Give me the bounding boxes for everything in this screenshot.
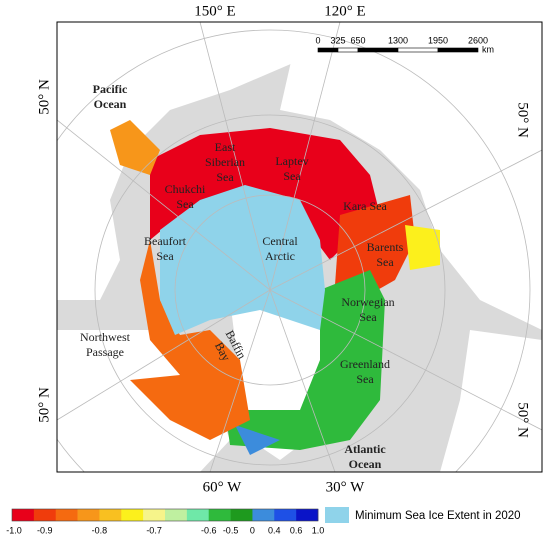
- anomaly-green: [225, 270, 385, 450]
- region-label-line: Central: [262, 234, 298, 248]
- anomaly-red-orange: [335, 195, 415, 300]
- land-europe: [440, 330, 542, 472]
- region-label-line: Kara Sea: [343, 199, 387, 213]
- region-label-line: Passage: [86, 345, 124, 359]
- map-frame: [56, 21, 543, 473]
- ice-swatch: [325, 507, 349, 523]
- region-label: Greenland Sea: [340, 357, 390, 386]
- colorbar-cell: [77, 509, 100, 521]
- region-label-line: Sea: [283, 169, 301, 183]
- labels: 150° E 120° E 60° W 30° W 50° N 50° N 50° N 50°…: [6, 3, 530, 535]
- region-label-line: Siberian: [205, 155, 245, 169]
- region-label-line: East: [215, 140, 236, 154]
- region-label-line: Greenland: [340, 357, 390, 371]
- colorbar-tick-label: -1.0: [6, 525, 22, 535]
- region-label: Kara Sea: [343, 199, 387, 213]
- colorbar-tick-label: 0.4: [268, 525, 281, 535]
- region-label: Pacific Ocean: [93, 82, 128, 111]
- region-label-line: Northwest: [80, 330, 131, 344]
- region-label-line: Ocean: [349, 457, 382, 471]
- colorbar-cell: [55, 509, 78, 521]
- graticule-label: 150° E: [194, 3, 235, 19]
- region-label-line: Chukchi: [165, 182, 206, 196]
- region-label: Chukchi Sea: [165, 182, 206, 211]
- region-label: Northwest Passage: [80, 330, 131, 359]
- region-label-line: Laptev: [275, 154, 308, 168]
- land-north-america: [57, 22, 340, 300]
- graticule-label: 50° N: [36, 387, 52, 423]
- ice-legend-label: Minimum Sea Ice Extent in 2020: [355, 510, 521, 522]
- scale-label: 650: [350, 35, 365, 45]
- region-label-line: Sea: [376, 255, 394, 269]
- scale-label: 325: [330, 35, 345, 45]
- colorbar-tick-label: -0.9: [37, 525, 53, 535]
- colorbar-tick-label: -0.7: [146, 525, 162, 535]
- colorbar-cell: [252, 509, 275, 521]
- region-label-line: Ocean: [94, 97, 127, 111]
- region-label-line: Atlantic: [344, 442, 386, 456]
- scale-segment: [337, 47, 359, 53]
- scale-segment: [437, 47, 479, 53]
- region-label-line: Beaufort: [144, 234, 187, 248]
- region-label: Laptev Sea: [275, 154, 308, 183]
- colorbar-cell: [143, 509, 166, 521]
- colorbar-cell: [274, 509, 297, 521]
- land-eurasia: [280, 22, 542, 330]
- anomaly-orange-west: [130, 240, 250, 440]
- scale-segment: [397, 47, 439, 53]
- scale-segment: [317, 47, 339, 53]
- colorbar-cell: [121, 509, 144, 521]
- colorbar-tick-label: 0.6: [290, 525, 303, 535]
- region-label-line: Sea: [356, 372, 374, 386]
- region-label: Atlantic Ocean: [344, 442, 386, 471]
- anomaly-orange: [110, 120, 160, 175]
- region-label-line: Norwegian: [341, 295, 394, 309]
- region-label: Central Arctic: [262, 234, 298, 263]
- colorbar-cell: [165, 509, 188, 521]
- anomaly-yellow: [405, 225, 440, 270]
- region-label-line: Barents: [367, 240, 404, 254]
- scale-label: 1950: [428, 35, 448, 45]
- region-label-line: Sea: [156, 249, 174, 263]
- colorbar-tick-label: -0.6: [201, 525, 217, 535]
- scale-label: 1300: [388, 35, 408, 45]
- colorbar-cell: [186, 509, 210, 521]
- colorbar-cell: [33, 509, 57, 521]
- colorbar-tick-label: -0.5: [223, 525, 239, 535]
- colorbar-cell: [296, 509, 319, 521]
- colorbar-tick-label: -0.8: [92, 525, 108, 535]
- region-label-line: Sea: [176, 197, 194, 211]
- graticule-label: 120° E: [324, 3, 365, 19]
- scale-label: 0: [315, 35, 320, 45]
- region-label: Barents Sea: [367, 240, 404, 269]
- region-label-line: Sea: [216, 170, 234, 184]
- colorbar-cell: [99, 509, 122, 521]
- map-body: [57, 22, 542, 472]
- colorbar-cell: [208, 509, 231, 521]
- anomaly-blue: [235, 425, 280, 455]
- scale-unit: km: [482, 44, 494, 54]
- colorbar-tick-label: 1.0: [312, 525, 325, 535]
- colorbar-frame: [11, 508, 319, 522]
- scale-label: 2600: [468, 35, 488, 45]
- region-label-line: Arctic: [265, 249, 295, 263]
- graticule-label: 50° N: [515, 102, 531, 138]
- colorbar-tick-label: 0: [250, 525, 255, 535]
- scale-segment: [357, 47, 399, 53]
- graticule-label: 50° N: [36, 79, 52, 115]
- graticule-label: 60° W: [203, 479, 242, 495]
- graticule-label: 30° W: [326, 479, 365, 495]
- region-label: East Siberian Sea: [205, 140, 245, 184]
- graticule: [57, 22, 542, 472]
- region-label-line: Pacific: [93, 82, 128, 96]
- region-label: Beaufort Sea: [144, 234, 187, 263]
- region-label: Norwegian Sea: [341, 295, 394, 324]
- colorbar-cell: [12, 509, 35, 521]
- graticule-label: 50° N: [515, 402, 531, 438]
- colorbar-cell: [230, 509, 253, 521]
- region-label-line: Sea: [359, 310, 377, 324]
